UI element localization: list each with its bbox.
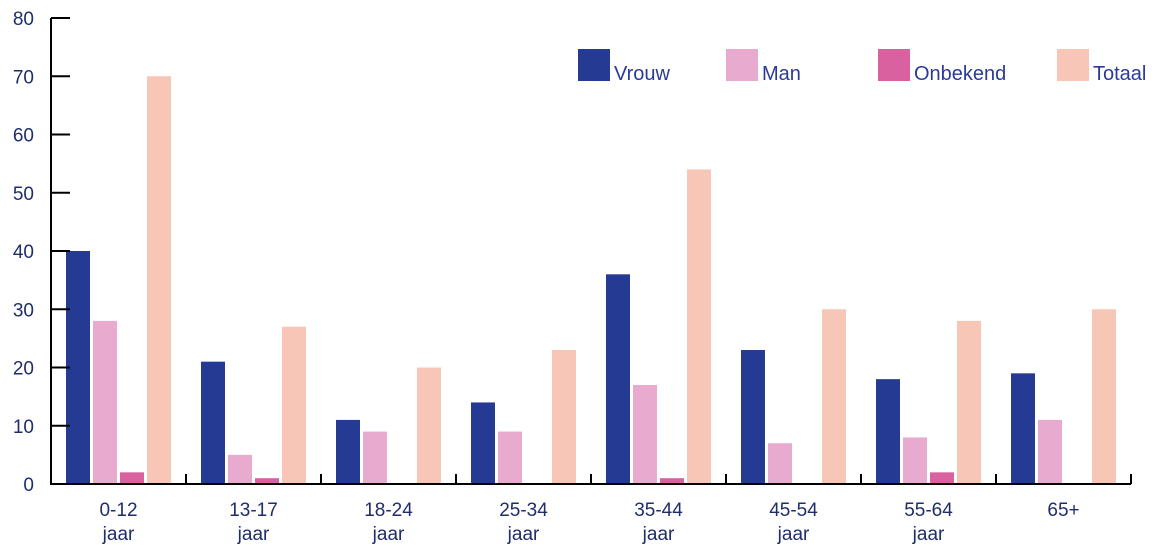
bar-man-1 [228, 454, 252, 484]
x-tick-label-6: 55-64 jaar [904, 500, 953, 545]
bar-totaal-1 [282, 326, 306, 484]
x-tick-label-2: 18-24 jaar [364, 500, 413, 545]
bar-vrouw-3 [471, 402, 495, 484]
bar-vrouw-1 [201, 361, 225, 484]
legend-swatch-totaal [1057, 49, 1089, 81]
legend-swatch-man [726, 49, 758, 81]
y-tick-label-40: 40 [13, 242, 34, 263]
bar-man-0 [93, 320, 117, 484]
bar-totaal-3 [552, 350, 576, 484]
x-tick-label-1: 13-17 jaar [229, 500, 278, 545]
bar-totaal-7 [1092, 309, 1116, 484]
legend-label-totaal: Totaal [1093, 63, 1146, 85]
bar-man-5 [768, 443, 792, 484]
legend-label-vrouw: Vrouw [614, 63, 671, 85]
bar-vrouw-6 [876, 379, 900, 484]
y-tick-label-50: 50 [13, 184, 34, 205]
x-tick-label-3: 25-34 jaar [499, 500, 548, 545]
bar-vrouw-5 [741, 350, 765, 484]
bar-vrouw-4 [606, 274, 630, 484]
legend-swatch-vrouw [578, 49, 610, 81]
y-tick-label-0: 0 [23, 475, 34, 496]
x-tick-label-4: 35-44 jaar [634, 500, 683, 545]
x-tick-label-5: 45-54 jaar [769, 500, 818, 545]
bar-totaal-5 [822, 309, 846, 484]
bar-totaal-6 [957, 320, 981, 484]
y-tick-label-70: 70 [13, 67, 34, 88]
bar-vrouw-7 [1011, 373, 1035, 484]
bar-totaal-0 [147, 76, 171, 484]
bar-man-6 [903, 437, 927, 484]
bar-onbekend-6 [930, 472, 954, 484]
bars-layer [66, 76, 1116, 484]
bar-man-3 [498, 431, 522, 484]
legend-label-man: Man [762, 63, 801, 85]
y-tick-label-60: 60 [13, 126, 34, 147]
x-axis-ticks: 0-12 jaar 13-17 jaar 18-24 jaar 25-34 jaar 35-44… [50, 474, 1132, 545]
x-tick-label-7: 65+ [1047, 500, 1079, 521]
legend-swatch-onbekend [878, 49, 910, 81]
bar-vrouw-2 [336, 419, 360, 484]
bar-onbekend-1 [255, 478, 279, 484]
y-tick-label-30: 30 [13, 300, 34, 321]
x-tick-label-0: 0-12 jaar [99, 500, 137, 545]
bar-man-7 [1038, 419, 1062, 484]
y-tick-label-10: 10 [13, 417, 34, 438]
bar-man-2 [363, 431, 387, 484]
bar-totaal-4 [687, 169, 711, 484]
y-tick-label-20: 20 [13, 359, 34, 380]
legend: Vrouw Man Onbekend Totaal [578, 49, 1146, 85]
bar-totaal-2 [417, 367, 441, 484]
bar-onbekend-0 [120, 472, 144, 484]
y-tick-label-80: 80 [13, 9, 34, 30]
bar-man-4 [633, 384, 657, 484]
legend-label-onbekend: Onbekend [914, 63, 1006, 85]
y-axis-ticks: 0 10 20 30 40 50 60 70 80 [13, 9, 70, 496]
bar-onbekend-4 [660, 478, 684, 484]
